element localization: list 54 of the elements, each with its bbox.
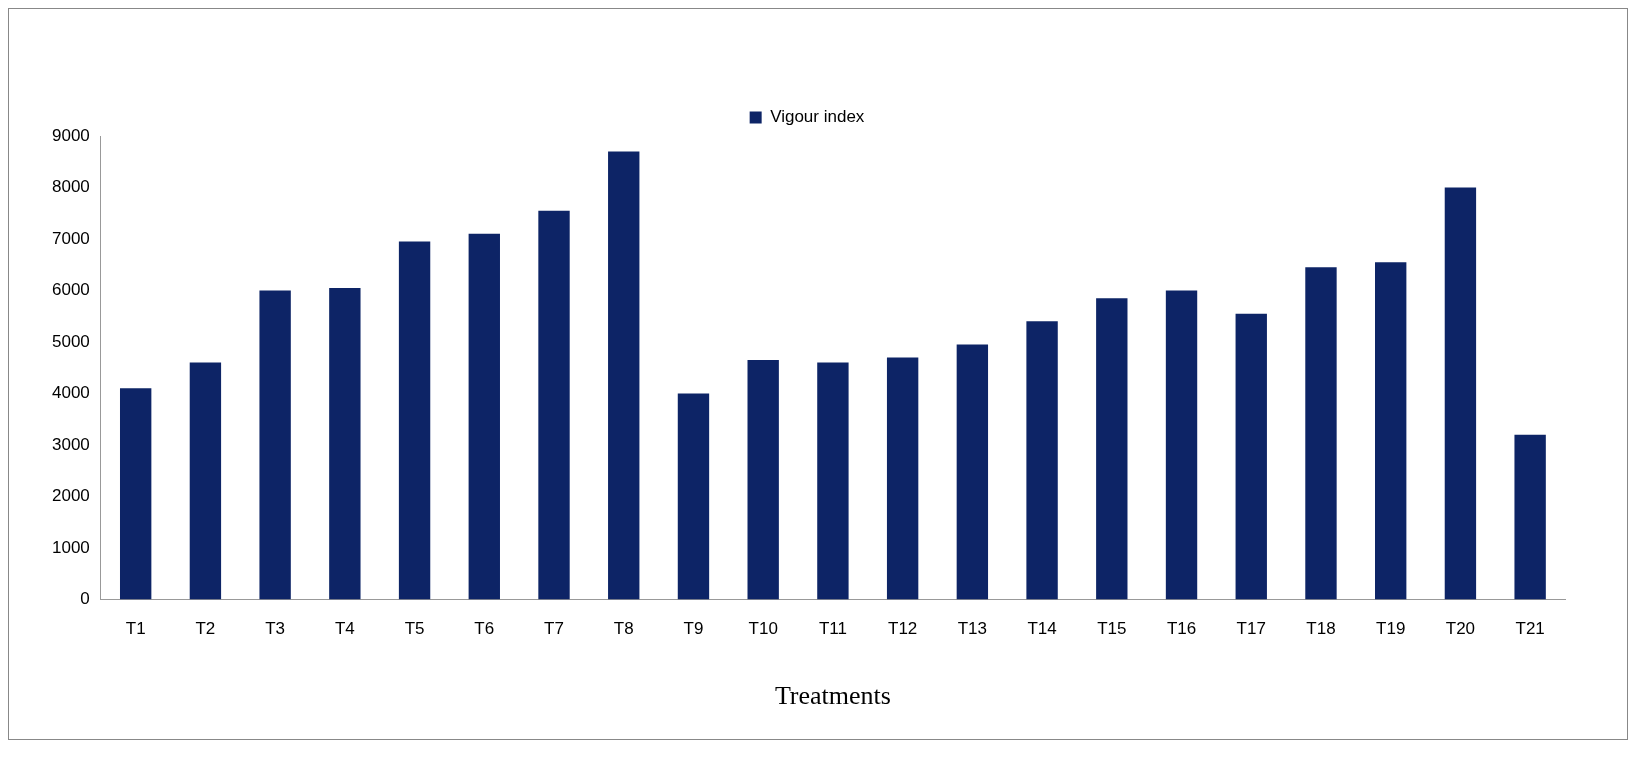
bar [747, 359, 779, 600]
x-tick-label: T4 [334, 619, 355, 639]
bar [1305, 267, 1337, 600]
bar [538, 210, 570, 600]
x-tick-label: T7 [544, 619, 564, 639]
bar [1514, 434, 1546, 600]
y-tick-label: 1000 [51, 537, 90, 557]
x-tick-label: T10 [748, 619, 778, 639]
x-tick-label: T18 [1306, 619, 1336, 639]
bar [398, 241, 431, 600]
bar [817, 362, 849, 600]
bar [1026, 321, 1058, 600]
x-tick-label: T20 [1445, 619, 1476, 639]
x-tick-label: T21 [1515, 619, 1545, 639]
bar [608, 151, 640, 600]
y-tick-label: 0 [80, 589, 90, 609]
y-tick-label: 7000 [51, 228, 90, 248]
x-tick-label: T2 [195, 619, 216, 639]
bar [468, 233, 500, 600]
y-tick-label: 6000 [51, 280, 90, 300]
y-tick-label: 9000 [51, 125, 90, 145]
bar [1235, 313, 1267, 600]
bar [956, 344, 989, 600]
y-tick-label: 8000 [51, 177, 90, 197]
bar [677, 393, 710, 600]
x-tick-label: T8 [613, 619, 634, 639]
x-tick-label: T3 [265, 619, 286, 639]
bar [189, 362, 222, 600]
bar [119, 388, 152, 600]
x-tick-label: T12 [887, 619, 918, 639]
legend-label: Vigour index [770, 107, 865, 127]
x-tick-label: T14 [1027, 619, 1057, 639]
x-tick-label: T1 [125, 619, 146, 639]
x-tick-label: T19 [1376, 619, 1406, 639]
bar [1165, 290, 1198, 600]
y-tick-label: 5000 [51, 331, 90, 351]
y-tick-label: 4000 [51, 383, 90, 403]
x-tick-label: T16 [1166, 619, 1197, 639]
x-tick-label: T15 [1097, 619, 1127, 639]
y-tick-label: 3000 [51, 434, 90, 454]
bar [1444, 187, 1477, 600]
x-tick-label: T9 [683, 619, 704, 639]
y-tick-label: 2000 [51, 486, 90, 506]
bar [1375, 262, 1407, 600]
bar [329, 287, 361, 600]
bar [1096, 298, 1128, 600]
bar [259, 290, 291, 600]
x-tick-label: T11 [818, 619, 847, 639]
x-tick-label: T17 [1236, 619, 1266, 639]
x-tick-label: T13 [957, 619, 987, 639]
x-tick-label: T6 [474, 619, 495, 639]
bar [886, 357, 919, 600]
x-tick-label: T5 [404, 619, 425, 639]
x-axis-title: Treatments [774, 681, 891, 711]
